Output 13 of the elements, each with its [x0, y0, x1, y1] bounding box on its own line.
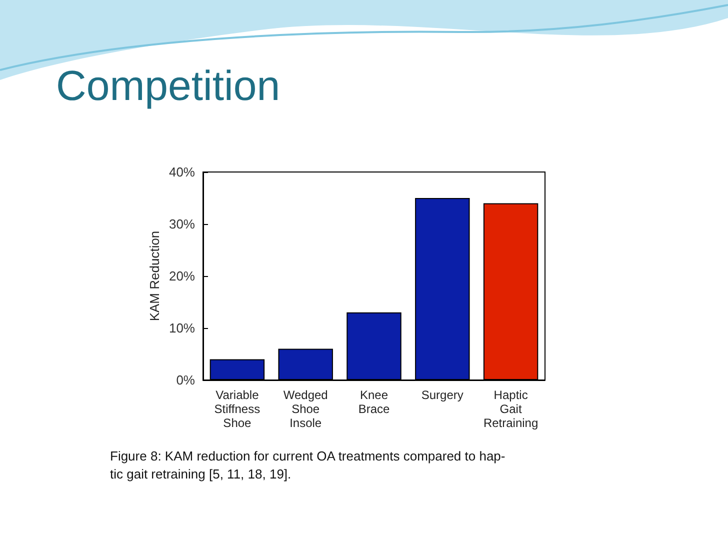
y-tick-label: 40% [168, 164, 196, 180]
y-tick-label: 0% [176, 372, 196, 388]
y-tick-label: 30% [168, 216, 196, 232]
y-tick-label: 20% [168, 268, 196, 284]
x-tick-label: Surgery [421, 388, 464, 402]
x-tick-label: Haptic Gait Retraining [483, 388, 538, 430]
chart-title: Competition [56, 62, 280, 110]
y-tick-label: 10% [168, 320, 196, 336]
x-tick-label: Variable Stiffness Shoe [214, 388, 260, 430]
caption: Figure 8: KAM reduction for current OA treatments compared to hap- tic gait retraining [5, 11, 18, 19]. [110, 448, 506, 482]
x-tick-label: Knee Brace [358, 388, 390, 416]
y-axis-title: KAM Reduction [147, 230, 162, 322]
x-tick-label: Wedged Shoe Insole [283, 388, 328, 430]
